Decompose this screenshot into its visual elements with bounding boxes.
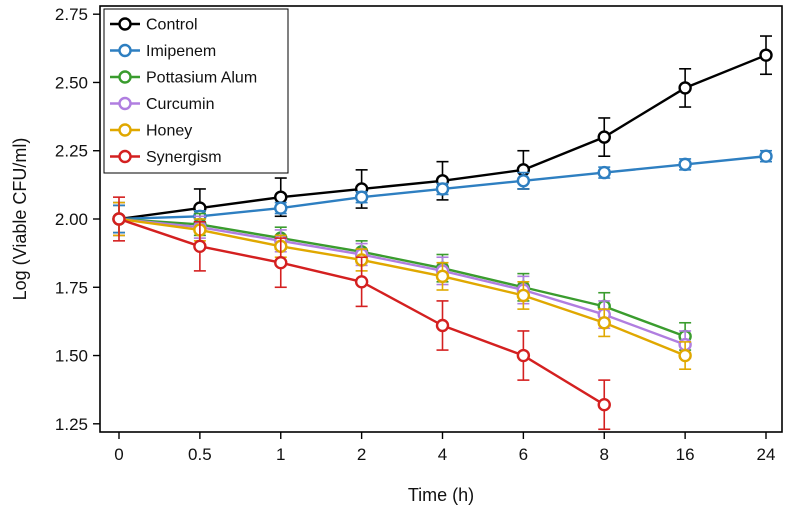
y-tick-label: 2.50 [55, 73, 88, 92]
x-tick-label: 4 [438, 445, 447, 464]
data-point [354, 275, 369, 289]
x-tick-label: 24 [757, 445, 776, 464]
legend-marker [118, 123, 132, 137]
data-point [759, 149, 773, 163]
legend-marker [118, 17, 132, 31]
x-tick-label: 2 [357, 445, 366, 464]
legend: Control Imipenem Pottasium Alum Curcumin Hon… [103, 8, 289, 174]
x-tick-label: 16 [676, 445, 695, 464]
data-point [678, 348, 692, 363]
legend-label: Curcumin [146, 96, 214, 113]
legend-marker [118, 96, 132, 111]
series-line [118, 217, 686, 338]
data-point [435, 269, 450, 284]
legend-label: Imipenem [146, 43, 216, 60]
data-point [759, 48, 773, 62]
y-tick-label: 1.50 [55, 347, 88, 366]
x-tick-label: 6 [519, 445, 528, 464]
data-point [516, 348, 531, 363]
legend-marker [118, 70, 132, 84]
x-tick-label: 1 [276, 445, 285, 464]
legend-label: Honey [146, 123, 192, 140]
series-layer [112, 35, 773, 431]
y-tick-label: 1.25 [55, 415, 88, 434]
data-point [516, 174, 531, 188]
data-point [678, 157, 692, 172]
data-point [354, 190, 369, 204]
y-tick-label: 2.25 [55, 142, 88, 161]
x-tick-label: 8 [600, 445, 609, 464]
legend-marker [118, 43, 132, 58]
legend-label: Synergism [146, 149, 222, 166]
data-point [678, 81, 692, 95]
data-point [435, 318, 450, 333]
axes: 0 0.5 1 2 4 6 8 16 241.251.501.752.002.252.502.7… [55, 5, 783, 464]
data-point [597, 130, 611, 144]
x-axis-title: Time (h) [408, 485, 474, 505]
data-point [193, 239, 207, 254]
y-tick-label: 2.00 [55, 210, 88, 229]
series-synergism [112, 196, 611, 431]
y-tick-label: 1.75 [55, 278, 88, 297]
y-tick-label: 2.75 [55, 5, 88, 24]
data-point [435, 182, 450, 196]
data-point [516, 288, 531, 303]
x-tick-label: 0.5 [188, 445, 212, 464]
x-tick-label: 0 [114, 445, 123, 464]
data-point [597, 165, 611, 180]
series-line [118, 217, 686, 357]
legend-marker [118, 149, 132, 164]
data-point [597, 397, 611, 412]
data-point [597, 316, 611, 330]
data-point [274, 255, 288, 270]
data-point [274, 201, 288, 215]
legend-label: Pottasium Alum [146, 70, 257, 87]
data-point [112, 212, 126, 226]
legend-box [103, 8, 289, 174]
series-line [118, 217, 686, 346]
data-point [274, 190, 288, 204]
y-axis-title: Log (Viable CFU/ml) [10, 138, 30, 301]
legend-label: Control [146, 17, 198, 34]
